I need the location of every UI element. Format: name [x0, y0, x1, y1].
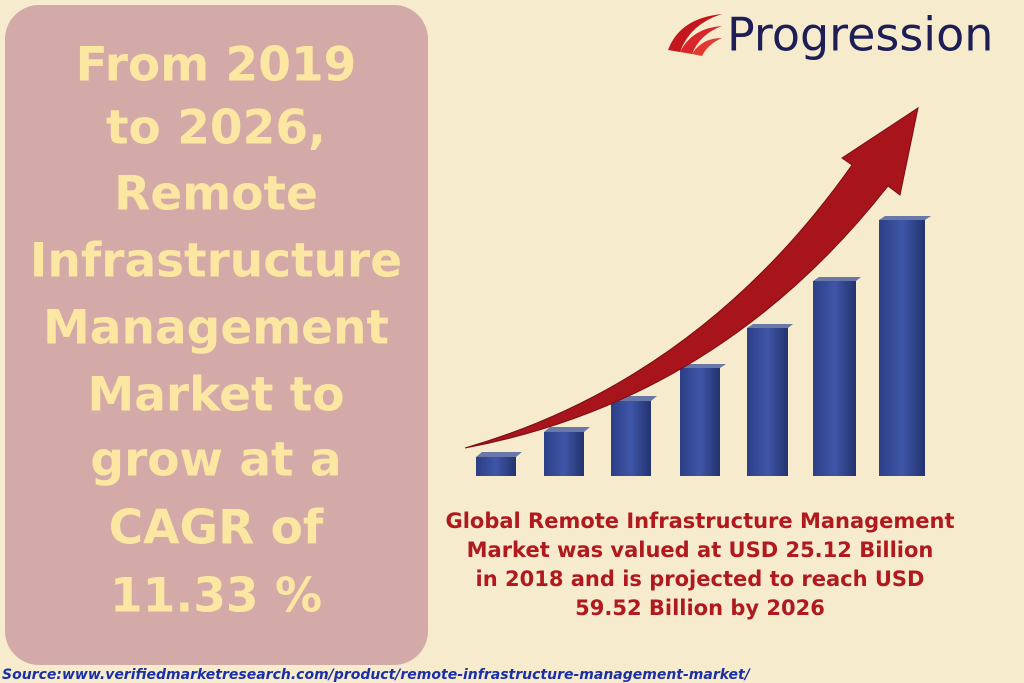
headline: From 2019 to 2026, Remote Infrastructure… [30, 38, 402, 624]
headline-line: grow at a [90, 433, 341, 488]
headline-line: Remote [114, 167, 318, 222]
headline-panel [5, 5, 428, 665]
headline-line: 11.33 % [110, 569, 322, 624]
headline-line: Management [43, 301, 389, 356]
caption-line: in 2018 and is projected to reach USD [476, 567, 925, 591]
caption: Global Remote Infrastructure Management … [445, 509, 954, 620]
logo-text: Progression [727, 8, 993, 62]
source: Source:www.verifiedmarketresearch.com/pr… [2, 667, 752, 683]
headline-line: Market to [87, 368, 344, 423]
headline-line: to 2026, [106, 101, 326, 156]
growth-arrow [464, 106, 919, 449]
caption-line: 59.52 Billion by 2026 [575, 596, 825, 620]
headline-line: From 2019 [76, 38, 357, 93]
logo: Progression [668, 8, 993, 62]
logo-swoosh [668, 14, 722, 52]
caption-line: Global Remote Infrastructure Management [445, 509, 954, 533]
logo-swoosh [692, 38, 722, 56]
decorative-bars [476, 216, 931, 476]
caption-line: Market was valued at USD 25.12 Billion [467, 538, 934, 562]
logo-swoosh [680, 26, 722, 54]
headline-line: Infrastructure [30, 234, 402, 289]
headline-line: CAGR of [109, 501, 324, 556]
